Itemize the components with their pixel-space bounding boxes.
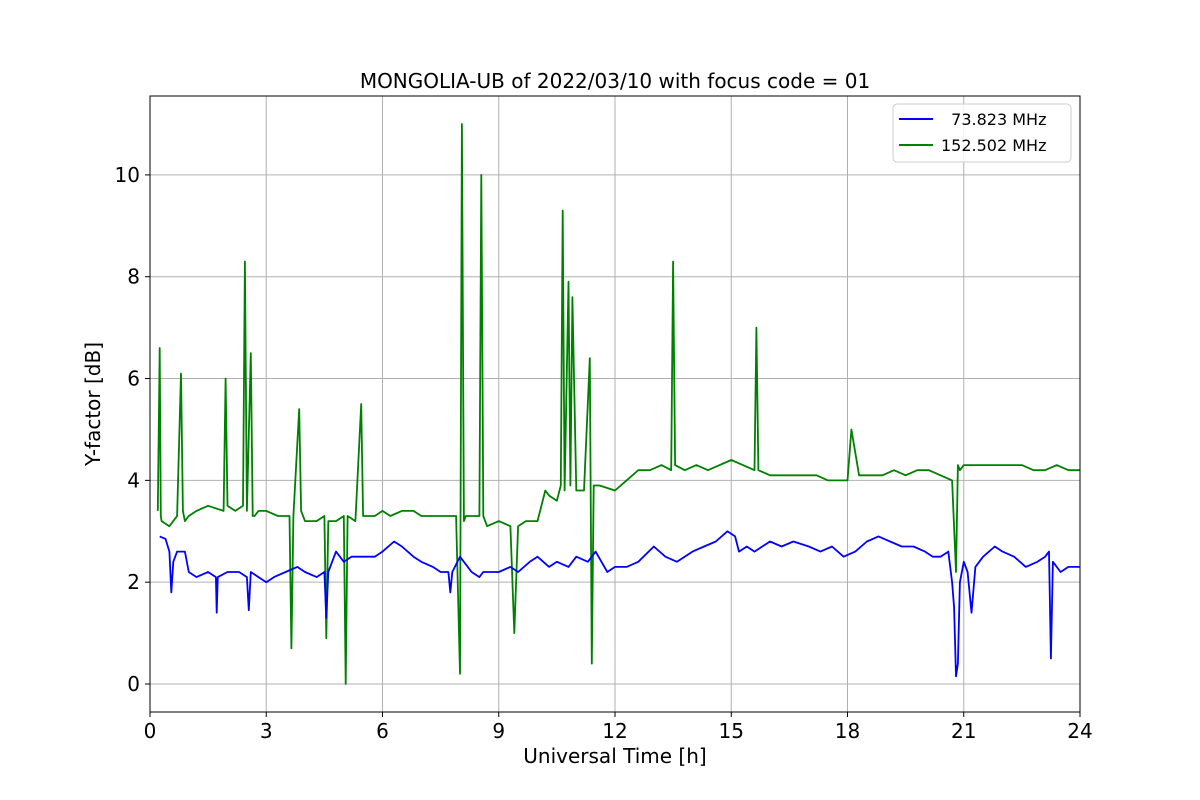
x-tick-label: 21: [951, 719, 976, 743]
x-tick-label: 9: [492, 719, 505, 743]
series-line-73mhz: [159, 530, 1080, 678]
x-tick-label: 6: [376, 719, 389, 743]
chart-title: MONGOLIA-UB of 2022/03/10 with focus cod…: [360, 69, 870, 93]
y-tick-label: 4: [127, 468, 140, 492]
y-tick-label: 10: [115, 163, 140, 187]
x-tick-label: 0: [144, 719, 157, 743]
legend: 73.823 MHz 152.502 MHz: [892, 103, 1072, 163]
x-tick-label: 15: [719, 719, 744, 743]
x-axis-label: Universal Time [h]: [523, 744, 706, 768]
x-tick-label: 24: [1067, 719, 1092, 743]
y-tick-label: 8: [127, 265, 140, 289]
series-layer: [156, 123, 1080, 685]
legend-label-73mhz: 73.823 MHz: [941, 110, 1046, 129]
x-tick-label: 3: [260, 719, 273, 743]
series-line-152mhz: [156, 123, 1080, 685]
x-tick-label: 18: [835, 719, 860, 743]
legend-box: [892, 103, 1072, 163]
y-tick-label: 6: [127, 367, 140, 391]
legend-label-152mhz: 152.502 MHz: [941, 136, 1046, 155]
x-tick-label: 12: [602, 719, 627, 743]
y-axis-label: Y-factor [dB]: [81, 342, 105, 467]
y-tick-label: 0: [127, 672, 140, 696]
y-tick-label: 2: [127, 570, 140, 594]
